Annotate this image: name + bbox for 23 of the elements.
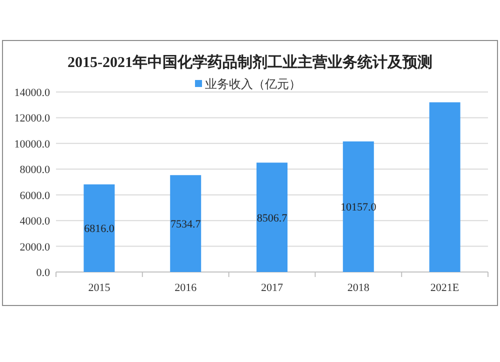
data-label: 7534.7 bbox=[170, 218, 202, 231]
legend-label: 业务收入（亿元） bbox=[205, 77, 301, 91]
y-tick-label: 0.0 bbox=[36, 267, 50, 279]
bar bbox=[170, 175, 202, 272]
x-tick-label: 2021E bbox=[430, 282, 460, 294]
x-tick-label: 2018 bbox=[347, 282, 370, 294]
y-tick-label: 2000.0 bbox=[20, 241, 50, 254]
y-tick-label: 8000.0 bbox=[20, 164, 50, 176]
chart-title: 2015-2021年中国化学药品制剂工业主营业务统计及预测 bbox=[68, 53, 432, 71]
data-label: 8506.7 bbox=[256, 212, 288, 224]
y-tick-label: 4000.0 bbox=[20, 216, 50, 228]
bar bbox=[342, 141, 374, 272]
bar bbox=[429, 102, 460, 272]
x-tick-label: 2016 bbox=[174, 282, 198, 294]
y-tick-label: 12000.0 bbox=[14, 112, 50, 125]
bar bbox=[84, 184, 115, 272]
data-label: 6816.0 bbox=[84, 223, 115, 236]
x-tick-label: 2017 bbox=[261, 282, 284, 294]
y-tick-label: 14000.0 bbox=[14, 87, 50, 99]
y-tick-label: 6000.0 bbox=[20, 190, 50, 202]
bar bbox=[256, 162, 288, 272]
y-tick-label: 10000.0 bbox=[14, 138, 50, 150]
x-tick-label: 2015 bbox=[88, 282, 111, 294]
